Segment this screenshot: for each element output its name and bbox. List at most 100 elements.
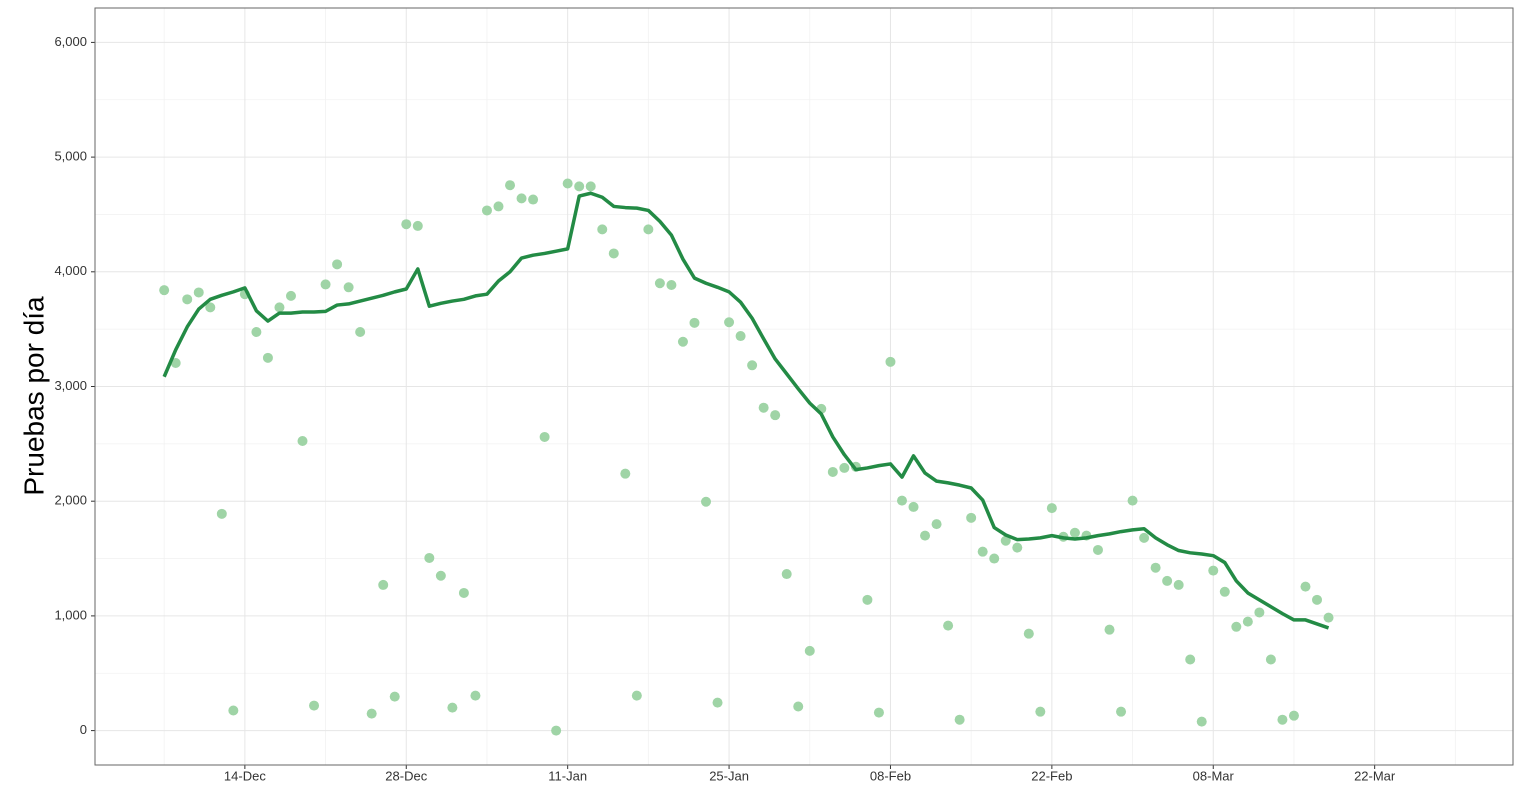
point — [435, 570, 446, 581]
point — [320, 279, 331, 290]
point — [539, 431, 550, 442]
point — [643, 224, 654, 235]
y-tick-label: 2,000 — [54, 493, 87, 508]
point — [493, 201, 504, 212]
point — [1127, 495, 1138, 506]
point — [1196, 716, 1207, 727]
point — [516, 193, 527, 204]
point — [1035, 706, 1046, 717]
point — [758, 402, 769, 413]
point — [343, 282, 354, 293]
point — [677, 336, 688, 347]
point — [931, 519, 942, 530]
point — [205, 302, 216, 313]
point — [1162, 575, 1173, 586]
point — [401, 219, 412, 230]
point — [827, 466, 838, 477]
point — [424, 552, 435, 563]
point — [1208, 565, 1219, 576]
point — [1185, 654, 1196, 665]
point — [574, 181, 585, 192]
point — [1242, 616, 1253, 627]
point — [481, 205, 492, 216]
point — [804, 645, 815, 656]
y-tick-label: 5,000 — [54, 149, 87, 164]
point — [770, 410, 781, 421]
x-tick-label: 08-Feb — [870, 768, 911, 783]
point — [1000, 535, 1011, 546]
point — [378, 579, 389, 590]
point — [1300, 581, 1311, 592]
x-tick-label: 11-Jan — [548, 768, 587, 783]
point — [355, 327, 366, 338]
point — [885, 356, 896, 367]
point — [1323, 612, 1334, 623]
point — [585, 181, 596, 192]
point — [620, 468, 631, 479]
y-tick-label: 1,000 — [54, 607, 87, 622]
point — [862, 594, 873, 605]
point — [608, 248, 619, 259]
x-tick-label: 28-Dec — [385, 768, 427, 783]
point — [839, 462, 850, 473]
point — [908, 501, 919, 512]
point — [551, 725, 562, 736]
point — [262, 352, 273, 363]
point — [712, 697, 723, 708]
point — [747, 360, 758, 371]
point — [781, 569, 792, 580]
point — [597, 224, 608, 235]
point — [689, 317, 700, 328]
point — [793, 701, 804, 712]
point — [1069, 527, 1080, 538]
point — [1116, 706, 1127, 717]
x-tick-label: 22-Feb — [1031, 768, 1072, 783]
point — [1219, 586, 1230, 597]
point — [977, 546, 988, 557]
point — [954, 714, 965, 725]
point — [920, 530, 931, 541]
y-axis-label: Pruebas por día — [18, 296, 49, 496]
point — [1012, 542, 1023, 553]
y-tick-label: 4,000 — [54, 263, 87, 278]
point — [366, 708, 377, 719]
point — [1150, 562, 1161, 573]
point — [216, 508, 227, 519]
point — [228, 705, 239, 716]
point — [562, 178, 573, 189]
point — [943, 620, 954, 631]
point — [1231, 621, 1242, 632]
x-tick-label: 25-Jan — [709, 768, 749, 783]
point — [505, 180, 516, 191]
point — [274, 302, 285, 313]
point — [1139, 532, 1150, 543]
point — [389, 691, 400, 702]
point — [654, 278, 665, 289]
point — [297, 435, 308, 446]
line — [162, 191, 1330, 630]
point — [631, 690, 642, 701]
point — [989, 553, 1000, 564]
point — [701, 496, 712, 507]
point — [1277, 714, 1288, 725]
point — [735, 331, 746, 342]
point — [1046, 503, 1057, 514]
y-tick-label: 0 — [80, 722, 87, 737]
point — [458, 587, 469, 598]
point — [666, 279, 677, 290]
point — [309, 700, 320, 711]
point — [170, 357, 181, 368]
point — [724, 317, 735, 328]
point — [251, 327, 262, 338]
point — [896, 495, 907, 506]
point — [285, 290, 296, 301]
point — [1254, 607, 1265, 618]
point — [1023, 628, 1034, 639]
point — [182, 294, 193, 305]
y-tick-label: 3,000 — [54, 378, 87, 393]
point — [470, 690, 481, 701]
point — [1288, 710, 1299, 721]
point — [159, 285, 170, 296]
point — [966, 512, 977, 523]
